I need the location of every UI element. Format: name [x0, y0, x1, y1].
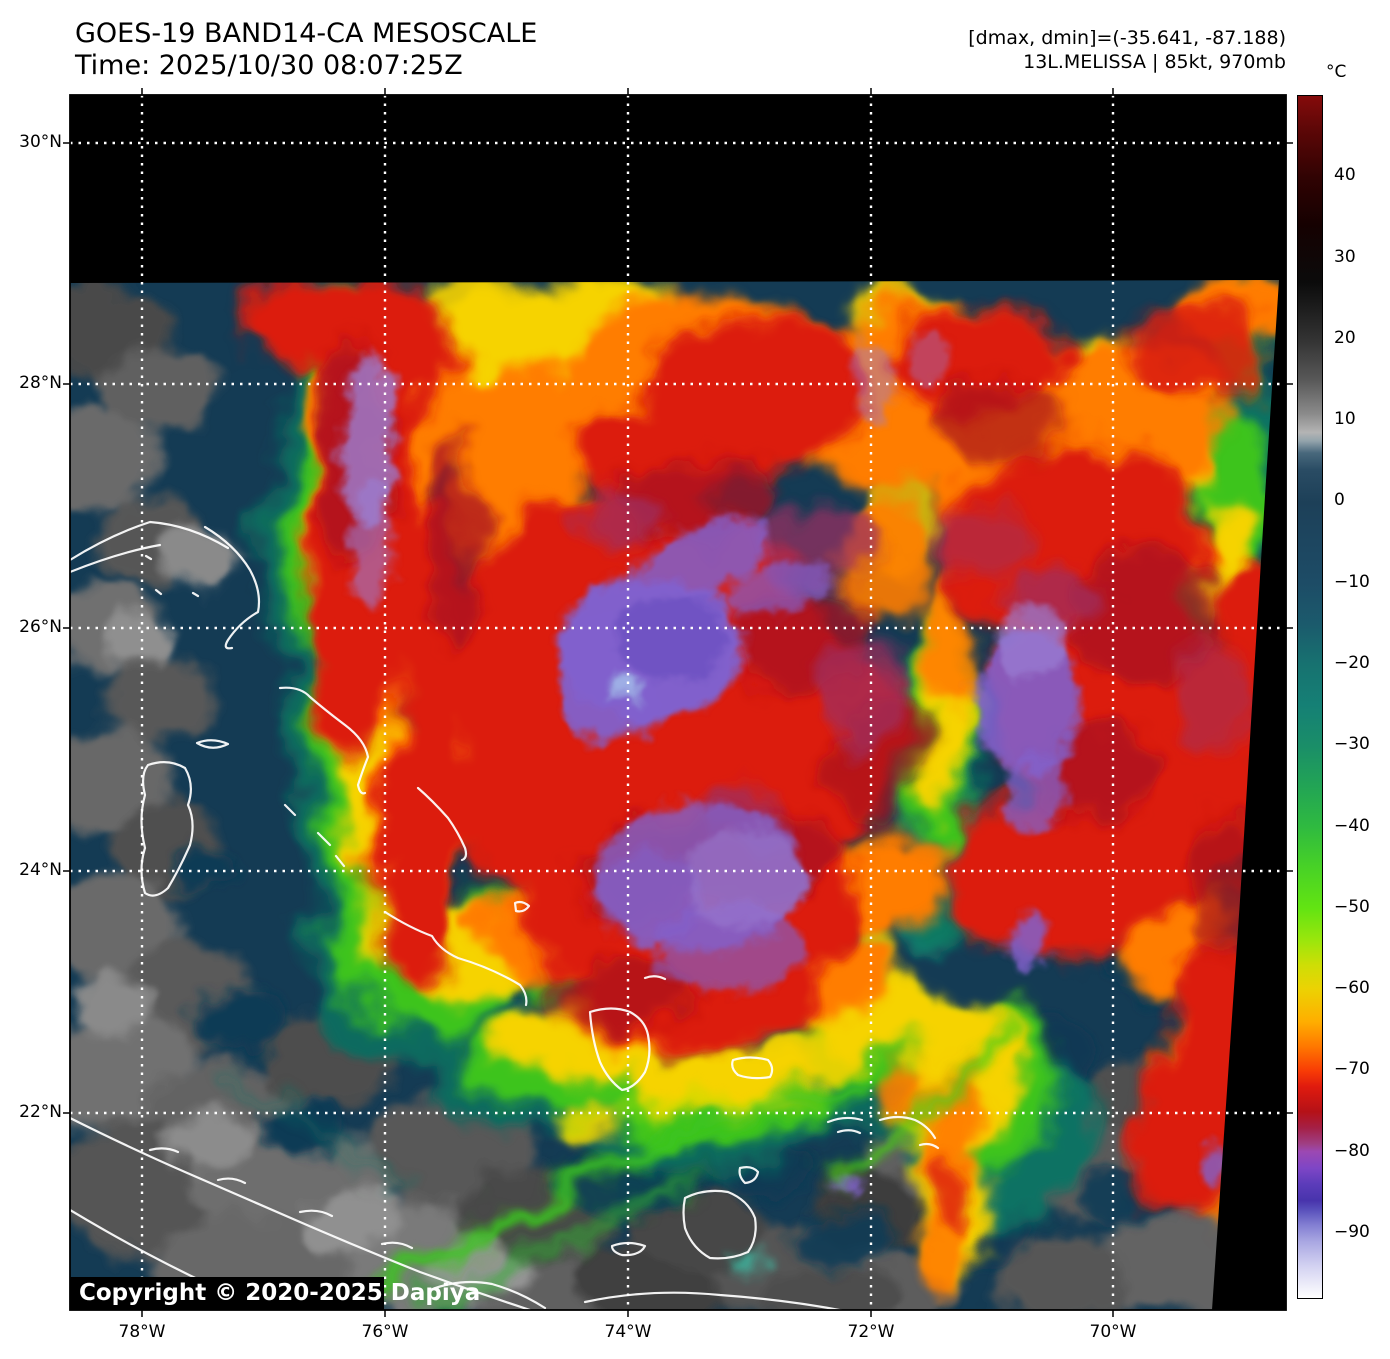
lat-label: 30°N [19, 132, 62, 152]
colorbar-unit-label: °C [1326, 62, 1347, 82]
lon-label: 72°W [847, 1322, 895, 1342]
no-data-mask [70, 95, 1286, 283]
lat-label: 22°N [19, 1102, 62, 1122]
colorbar-tick-label: 40 [1334, 165, 1356, 185]
colorbar-tick-label: −80 [1334, 1141, 1370, 1161]
colorbar-tick-label: −10 [1334, 572, 1370, 592]
dmax-dmin-readout: [dmax, dmin]=(-35.641, -87.188) [968, 27, 1286, 49]
coastlines [70, 520, 940, 1310]
storm-intensity-readout: 13L.MELISSA | 85kt, 970mb [1023, 51, 1286, 73]
colorbar-tick-label: 20 [1334, 328, 1356, 348]
lon-label: 76°W [361, 1322, 409, 1342]
spiral-rainbands [233, 1023, 1007, 1310]
colorbar-tick-label: −90 [1334, 1222, 1370, 1242]
layer-purple-cold-cores [339, 327, 1234, 1196]
colorbar-tick-label: 0 [1334, 490, 1345, 510]
figure-title: GOES-19 BAND14-CA MESOSCALE [75, 18, 538, 49]
colorbar-tick-label: −40 [1334, 816, 1370, 836]
colorbar-tick-label: −70 [1334, 1059, 1370, 1079]
latlon-gridlines [70, 95, 1286, 1310]
colorbar [1297, 95, 1323, 1299]
figure-timestamp: Time: 2025/10/30 08:07:25Z [75, 50, 463, 81]
lat-label: 24°N [19, 860, 62, 880]
colorbar-tick-label: −20 [1334, 653, 1370, 673]
colorbar-tick-label: −30 [1334, 734, 1370, 754]
colorbar-tick-label: 10 [1334, 409, 1356, 429]
title-block: GOES-19 BAND14-CA MESOSCALE Time: 2025/1… [75, 18, 537, 82]
readout-block: [dmax, dmin]=(-35.641, -87.188) 13L.MELI… [968, 26, 1286, 74]
copyright-badge: Copyright © 2020-2025 Dapiya [70, 1277, 480, 1310]
lat-label: 26°N [19, 617, 62, 637]
colorbar-tick-label: −60 [1334, 978, 1370, 998]
lon-label: 70°W [1089, 1322, 1137, 1342]
satellite-imagery [70, 95, 1286, 1310]
map-frame [63, 88, 1293, 1317]
colorbar-tick-label: −50 [1334, 897, 1370, 917]
lon-label: 78°W [118, 1322, 166, 1342]
lat-label: 28°N [19, 373, 62, 393]
colorbar-tick-label: 30 [1334, 247, 1356, 267]
lon-label: 74°W [604, 1322, 652, 1342]
no-data-mask [1212, 280, 1286, 1310]
